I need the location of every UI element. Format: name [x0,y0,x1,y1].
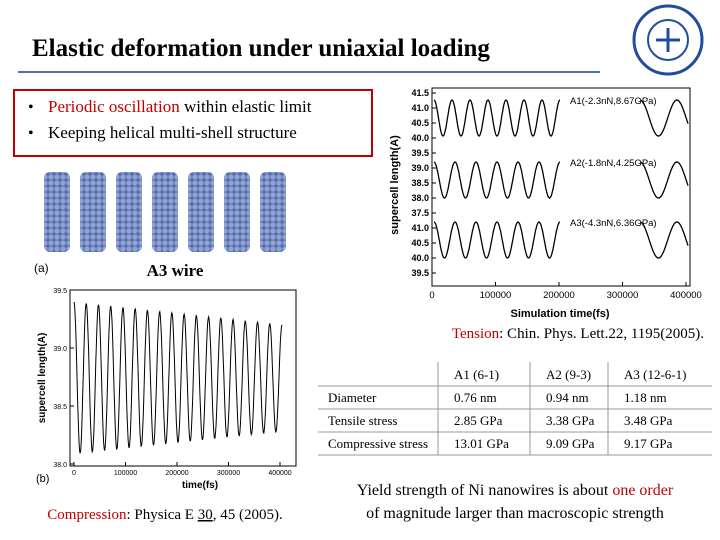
x-tick-label: 200000 [543,290,575,301]
x-tick-label: 400000 [268,470,291,477]
y-axis-label: supercell length(A) [389,135,401,235]
text-run: Keeping helical multi-shell structure [48,123,297,142]
y-tick-label: 39.5 [53,288,67,295]
text-line: Yield strength of Ni nanowires is about … [357,482,674,499]
y-tick-label: 39.5 [411,148,429,158]
curve [639,161,689,199]
text-run: , 45 (2005). [213,507,283,523]
text-line: Keeping helical multi-shell structure [48,123,297,142]
bullet-dot: • [28,99,34,116]
text-run: 30 [198,507,213,523]
y-tick-label: 41.0 [411,103,429,113]
y-tick-label: 40.5 [411,238,429,248]
bullet-box [13,89,373,157]
plot-frame [431,87,691,287]
curve [639,99,689,137]
y-tick-label: 40.5 [411,118,429,128]
table-cell: 13.01 GPa [454,436,509,451]
curve [433,221,561,259]
wire [260,172,286,252]
text-run: Tension [452,326,500,342]
bullet-dot: • [28,125,34,142]
wire [188,172,214,252]
x-tick-label: 200000 [165,470,188,477]
y-tick-label: 41.0 [411,223,429,233]
x-axis-label: Simulation time(fs) [510,308,609,320]
table-header: A1 (6-1) [454,367,499,382]
y-tick-label: 39.0 [411,163,429,173]
table-cell: 3.38 GPa [546,413,595,428]
table-cell: 3.48 GPa [624,413,673,428]
table-cell: 9.09 GPa [546,436,595,451]
text-line: Tension: Chin. Phys. Lett.22, 1195(2005)… [452,326,704,342]
table-cell: 0.76 nm [454,390,497,405]
curve [73,301,283,454]
table-cell: Compressive stress [328,436,428,451]
wire [116,172,142,252]
table-cell: 9.17 GPa [624,436,673,451]
y-tick-label: 38.0 [411,193,429,203]
y-tick-label: 38.5 [53,404,67,411]
text-run: : Chin. Phys. Lett.22, 1195(2005). [499,326,704,342]
text-run: within elastic limit [180,97,312,116]
curve [433,99,561,137]
curve-label: A3(-4.3nN,6.36GPa) [570,218,657,229]
wire [152,172,178,252]
logo [632,4,704,76]
table-cell: Tensile stress [328,413,398,428]
table-cell: 2.85 GPa [454,413,503,428]
curve [639,221,689,259]
panel-label: (a) [34,261,49,275]
text-run: Compression [47,507,127,523]
y-tick-label: 38.5 [411,178,429,188]
text-run: : Physica E [126,507,197,523]
y-tick-label: 40.0 [411,133,429,143]
table-cell: 1.18 nm [624,390,667,405]
table-header: A3 (12-6-1) [624,367,686,382]
y-axis-label: supercell length(A) [37,333,48,424]
wire [80,172,106,252]
x-axis-label: time(fs) [182,480,218,491]
text-run: Yield strength of Ni nanowires is about [357,482,613,499]
plot-frame [69,289,297,467]
text-run: Periodic oscillation [48,97,180,116]
text-line: of magnitude larger than macroscopic str… [366,505,664,522]
curve-label: A2(-1.8nN,4.25GPa) [570,158,657,169]
wire-image: (a) A3 wire [34,172,286,280]
x-tick-label: 100000 [114,470,137,477]
text-line: Periodic oscillation within elastic limi… [48,97,312,116]
caption: A3 wire [147,261,204,280]
y-tick-label: 39.5 [411,268,429,278]
curve [433,161,561,199]
x-tick-label: 400000 [670,290,702,301]
x-tick-label: 300000 [607,290,639,301]
y-tick-label: 41.5 [411,88,429,98]
x-tick-label: 0 [429,290,434,301]
curve-label: A1(-2.3nN,8.67GPa) [570,96,657,107]
x-tick-label: 0 [72,470,76,477]
x-tick-label: 100000 [480,290,512,301]
table-header: A2 (9-3) [546,367,591,382]
text-line: Compression: Physica E 30, 45 (2005). [47,507,282,523]
y-tick-label: 38.0 [53,462,67,469]
x-tick-label: 300000 [217,470,240,477]
title: Elastic deformation under uniaxial loadi… [32,35,490,62]
y-tick-label: 40.0 [411,253,429,263]
table-cell: 0.94 nm [546,390,589,405]
panel-label: (b) [36,473,49,485]
text-run: of magnitude larger than macroscopic str… [366,505,664,522]
text-run: one order [612,482,674,499]
y-tick-label: 37.5 [411,208,429,218]
wire [224,172,250,252]
y-tick-label: 39.0 [53,346,67,353]
table-cell: Diameter [328,390,377,405]
wire [44,172,70,252]
